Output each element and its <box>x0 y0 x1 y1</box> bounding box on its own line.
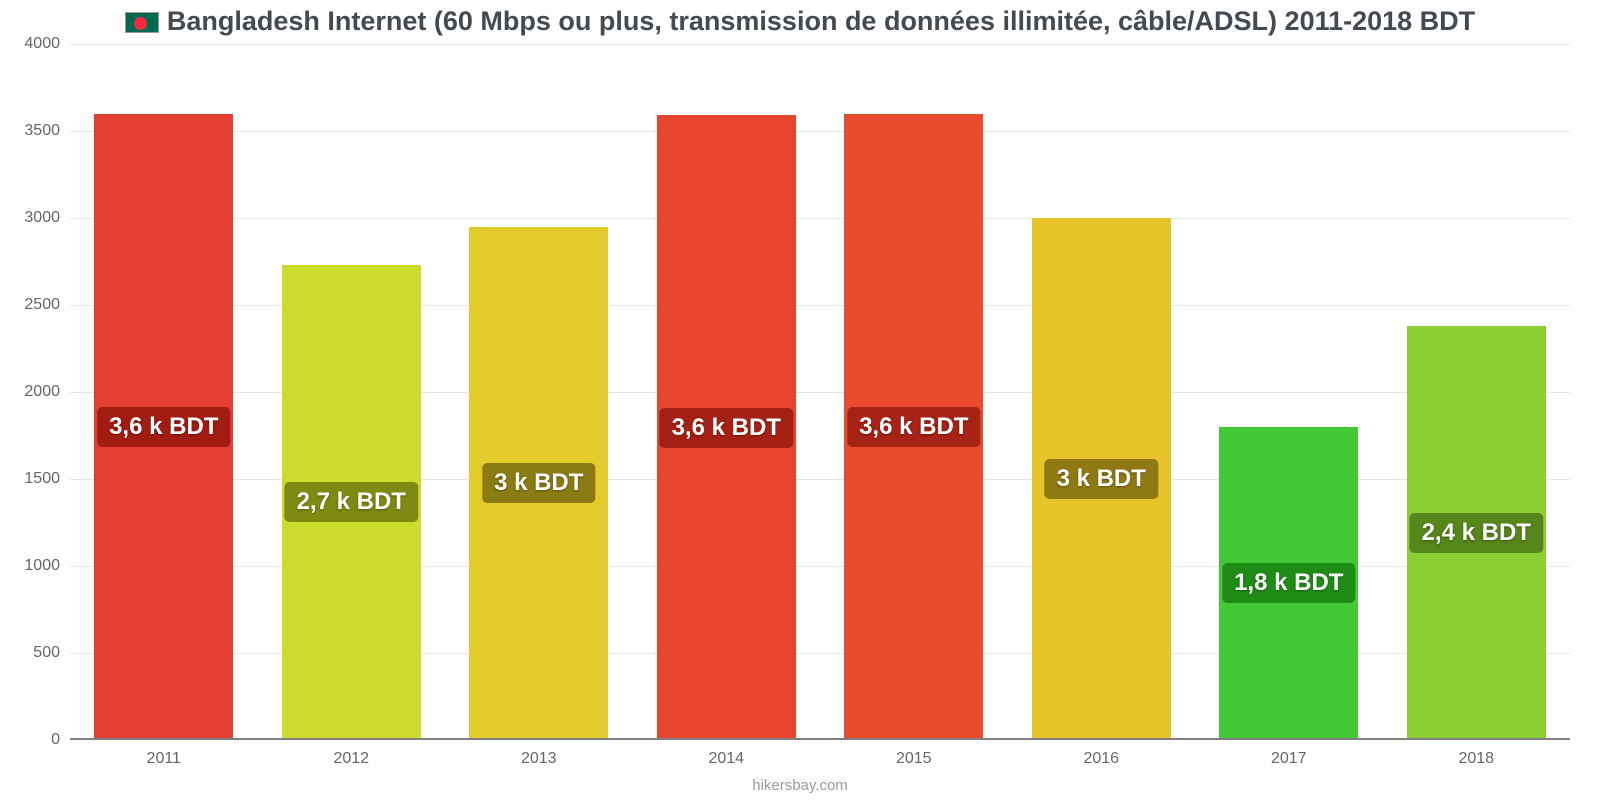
bar-slot: 3 k BDT2016 <box>1008 44 1196 740</box>
x-tick-label: 2011 <box>70 750 258 768</box>
chart-source: hikersbay.com <box>0 777 1600 794</box>
y-tick-label: 3500 <box>24 122 60 140</box>
bar-value-label: 3 k BDT <box>482 463 595 503</box>
bar-value-label: 1,8 k BDT <box>1222 563 1355 603</box>
chart-title-text: Bangladesh Internet (60 Mbps ou plus, tr… <box>167 6 1475 36</box>
bar-value-label: 2,7 k BDT <box>285 482 418 522</box>
bar-value-label: 3,6 k BDT <box>847 407 980 447</box>
x-tick-label: 2012 <box>258 750 446 768</box>
bar: 1,8 k BDT <box>1219 427 1358 740</box>
bar-slot: 3,6 k BDT2014 <box>633 44 821 740</box>
bar: 2,7 k BDT <box>282 265 421 740</box>
bar-value-label: 2,4 k BDT <box>1410 513 1543 553</box>
bar-value-label: 3,6 k BDT <box>97 407 230 447</box>
bar: 3 k BDT <box>1032 218 1171 740</box>
bar-slot: 3,6 k BDT2015 <box>820 44 1008 740</box>
y-tick-label: 3000 <box>24 209 60 227</box>
x-tick-label: 2018 <box>1383 750 1571 768</box>
bars-group: 3,6 k BDT20112,7 k BDT20123 k BDT20133,6… <box>70 44 1570 740</box>
x-tick-label: 2013 <box>445 750 633 768</box>
y-tick-label: 0 <box>51 731 60 749</box>
y-tick-label: 1500 <box>24 470 60 488</box>
plot-area: 05001000150020002500300035004000 3,6 k B… <box>70 44 1570 740</box>
y-tick-label: 2000 <box>24 383 60 401</box>
x-tick-label: 2015 <box>820 750 1008 768</box>
x-axis-line <box>70 738 1570 740</box>
bar: 3,6 k BDT <box>657 115 796 740</box>
bar-slot: 1,8 k BDT2017 <box>1195 44 1383 740</box>
bar-slot: 2,4 k BDT2018 <box>1383 44 1571 740</box>
bar: 3 k BDT <box>469 227 608 740</box>
y-tick-label: 4000 <box>24 35 60 53</box>
bar: 3,6 k BDT <box>844 114 983 740</box>
bar-value-label: 3,6 k BDT <box>660 408 793 448</box>
bar-value-label: 3 k BDT <box>1045 459 1158 499</box>
x-tick-label: 2014 <box>633 750 821 768</box>
y-tick-label: 1000 <box>24 557 60 575</box>
y-tick-label: 2500 <box>24 296 60 314</box>
flag-icon <box>125 12 159 33</box>
bar-slot: 3,6 k BDT2011 <box>70 44 258 740</box>
y-tick-label: 500 <box>33 644 60 662</box>
chart-container: Bangladesh Internet (60 Mbps ou plus, tr… <box>0 0 1600 800</box>
x-tick-label: 2017 <box>1195 750 1383 768</box>
bar: 2,4 k BDT <box>1407 326 1546 740</box>
bar-slot: 3 k BDT2013 <box>445 44 633 740</box>
bar: 3,6 k BDT <box>94 114 233 740</box>
bar-slot: 2,7 k BDT2012 <box>258 44 446 740</box>
chart-title: Bangladesh Internet (60 Mbps ou plus, tr… <box>0 6 1600 37</box>
x-tick-label: 2016 <box>1008 750 1196 768</box>
